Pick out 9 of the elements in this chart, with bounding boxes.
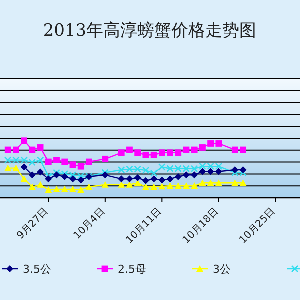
x-tick-label: 10月18日	[181, 206, 222, 246]
x-tick-label: 10月11日	[124, 206, 164, 246]
x-tick-label: 10月25日	[238, 206, 278, 246]
chart-title: 2013年高淳螃蟹价格走势图	[43, 21, 257, 41]
legend-label: 3公	[213, 263, 231, 276]
x-tick-label: 10月4日	[72, 206, 108, 242]
x-tick-label: 9月27日	[15, 206, 51, 242]
legend-label: 2.5母	[118, 263, 146, 276]
legend-label: 3.5公	[23, 263, 52, 276]
